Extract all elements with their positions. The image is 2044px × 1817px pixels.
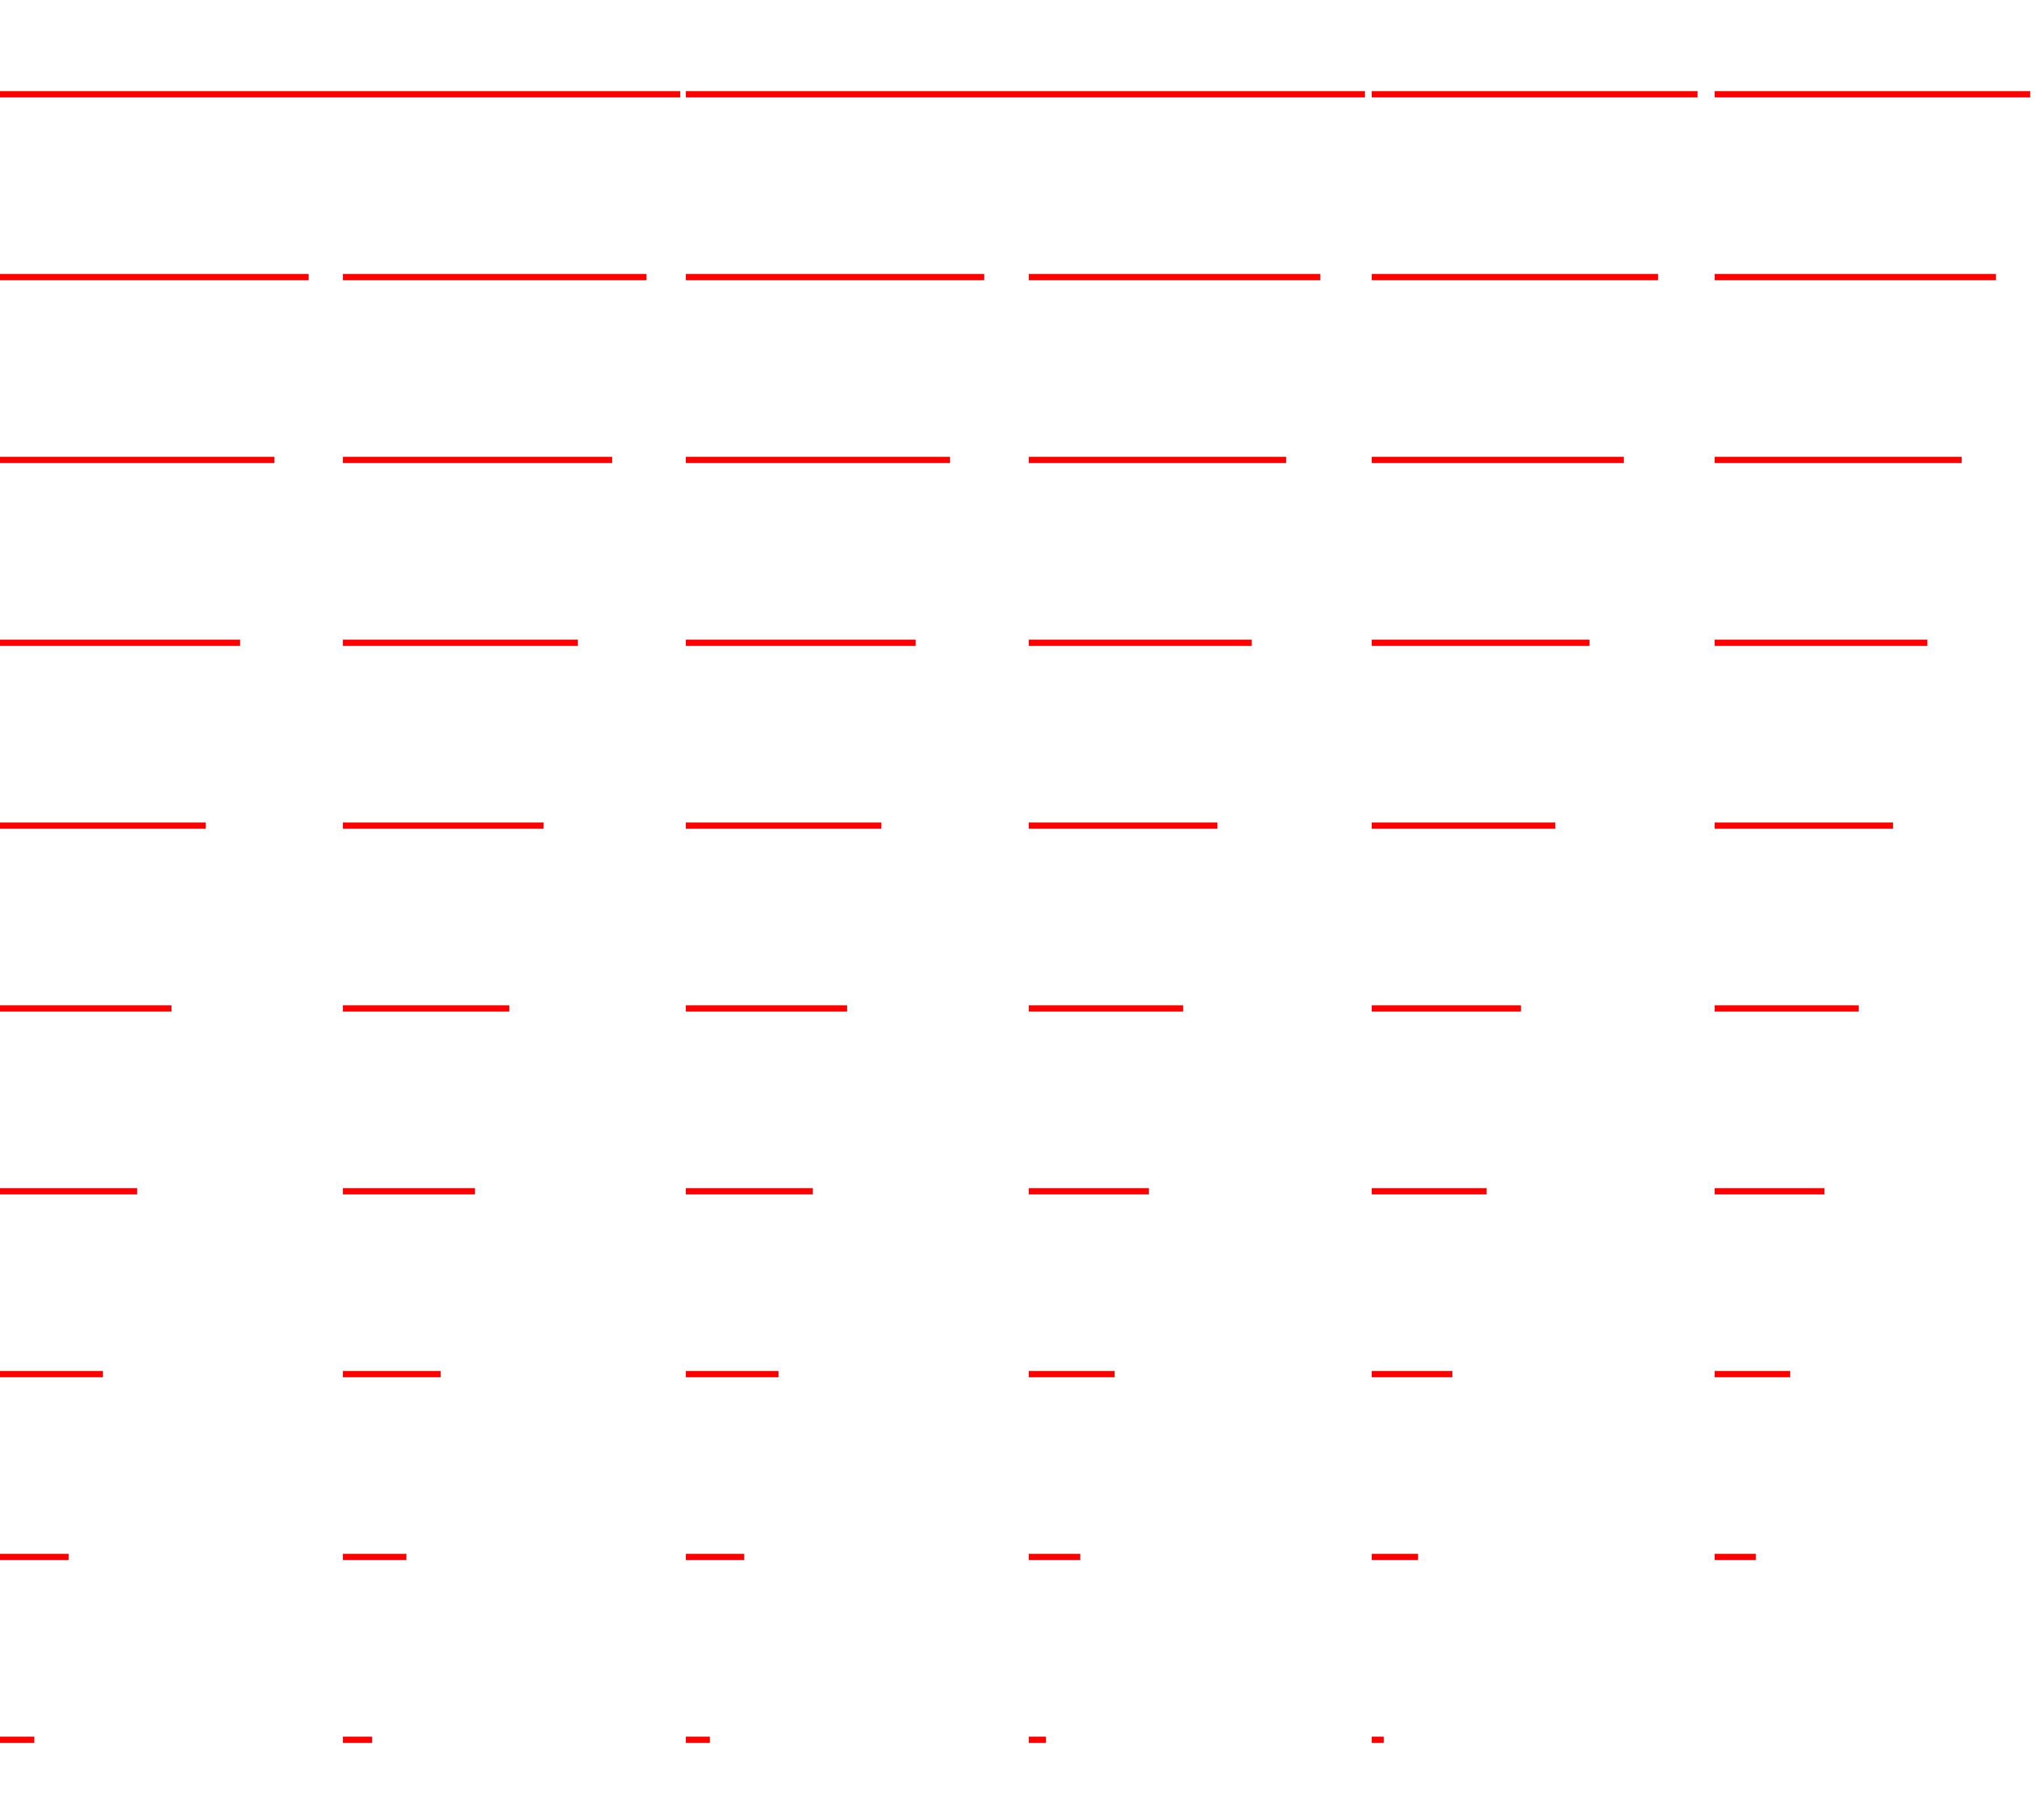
line-segment-grid — [0, 91, 2030, 1743]
